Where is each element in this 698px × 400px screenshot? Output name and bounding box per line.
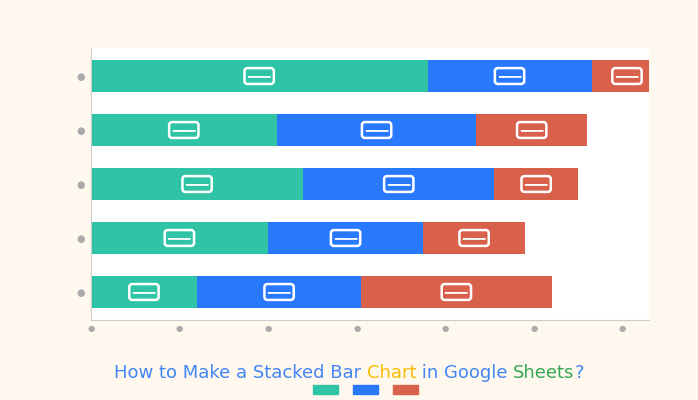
Bar [91,114,277,146]
Text: Sheets: Sheets [513,364,574,382]
Text: ━━━━: ━━━━ [524,179,548,189]
Text: ━━━━: ━━━━ [247,71,271,81]
Text: ━━━━: ━━━━ [462,233,486,243]
Bar [91,60,428,92]
Text: ━━━━: ━━━━ [172,125,195,135]
Text: ━━━━: ━━━━ [615,71,639,81]
Text: How to Make a Stacked Bar: How to Make a Stacked Bar [114,364,366,382]
Text: ━━━━: ━━━━ [132,287,156,297]
Text: Chart: Chart [366,364,416,382]
Bar [476,114,587,146]
Text: ━━━━: ━━━━ [498,71,521,81]
Text: ━━━━: ━━━━ [445,287,468,297]
Bar [361,276,551,308]
Text: in Google: in Google [416,364,513,382]
Bar [268,222,423,254]
Bar [91,222,268,254]
Text: ?: ? [574,364,584,382]
Bar [91,276,197,308]
Bar [304,168,494,200]
Bar [591,60,662,92]
Bar [423,222,525,254]
Bar [277,114,476,146]
Text: ━━━━: ━━━━ [186,179,209,189]
Text: ━━━━: ━━━━ [387,179,410,189]
Bar [494,168,578,200]
Bar [428,60,591,92]
Legend: , , : , , [313,385,426,395]
Text: ━━━━: ━━━━ [365,125,388,135]
Text: ━━━━: ━━━━ [168,233,191,243]
Bar [197,276,361,308]
Text: ━━━━: ━━━━ [267,287,291,297]
Text: ━━━━: ━━━━ [334,233,357,243]
Bar [91,168,304,200]
Text: ━━━━: ━━━━ [520,125,544,135]
